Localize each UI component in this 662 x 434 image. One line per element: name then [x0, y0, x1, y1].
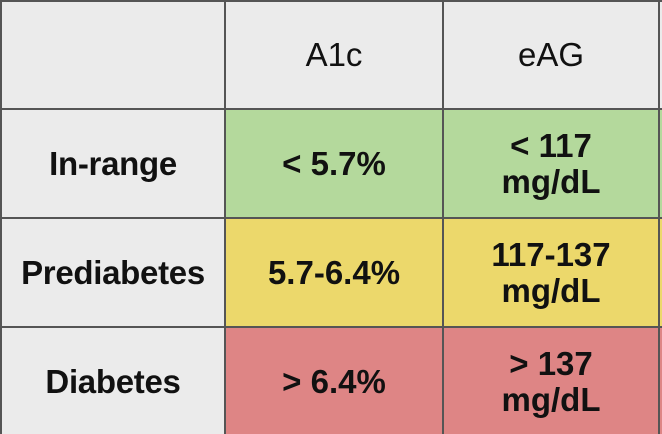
eag-prediabetes-value: 117-137 — [491, 235, 611, 273]
header-edge-cell — [658, 0, 662, 110]
eag-diabetes-cell: > 137 mg/dL — [442, 326, 660, 434]
eag-in-range-cell: < 117 mg/dL — [442, 108, 660, 219]
header-row: A1c eAG — [0, 0, 662, 110]
eag-prediabetes-cell: 117-137 mg/dL — [442, 217, 660, 328]
a1c-prediabetes-cell: 5.7-6.4% — [224, 217, 444, 328]
eag-prediabetes-unit: mg/dL — [501, 271, 601, 309]
header-corner-cell — [0, 0, 226, 110]
table-row-in-range: In-range < 5.7% < 117 mg/dL — [0, 108, 662, 219]
eag-diabetes-value: > 137 — [509, 344, 593, 382]
eag-in-range-value: < 117 — [510, 126, 592, 164]
table-row-diabetes: Diabetes > 6.4% > 137 mg/dL — [0, 326, 662, 434]
edge-prediabetes-cell — [658, 217, 662, 328]
a1c-in-range-cell: < 5.7% — [224, 108, 444, 219]
row-label-in-range: In-range — [0, 108, 226, 219]
row-label-prediabetes: Prediabetes — [0, 217, 226, 328]
edge-diabetes-cell — [658, 326, 662, 434]
table-row-prediabetes: Prediabetes 5.7-6.4% 117-137 mg/dL — [0, 217, 662, 328]
a1c-diabetes-cell: > 6.4% — [224, 326, 444, 434]
row-label-diabetes: Diabetes — [0, 326, 226, 434]
header-eag: eAG — [442, 0, 660, 110]
eag-diabetes-unit: mg/dL — [501, 380, 601, 418]
edge-in-range-cell — [658, 108, 662, 219]
eag-in-range-unit: mg/dL — [501, 162, 601, 200]
header-a1c: A1c — [224, 0, 444, 110]
